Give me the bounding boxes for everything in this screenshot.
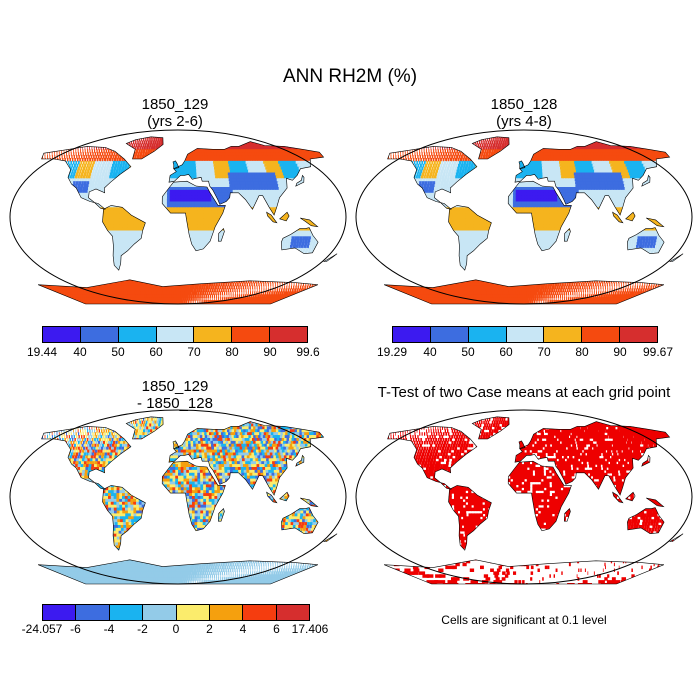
colorbar-tick-label: 99.67 <box>643 345 673 359</box>
panel-1-title-line1: 1850_129 <box>15 96 335 113</box>
map-panel-1 <box>9 129 347 305</box>
colorbar-labels-panel-1: 19.44 40 50 60 70 80 90 99.6 <box>27 345 320 361</box>
colorbar-box <box>430 327 469 342</box>
colorbar-box <box>243 605 277 620</box>
colorbar-tick-label: -6 <box>70 622 81 636</box>
colorbar-tick-label: 50 <box>111 345 124 359</box>
colorbar-box <box>582 327 621 342</box>
panel-1-title-line2: (yrs 2-6) <box>15 113 335 130</box>
panel-2-title-line2: (yrs 4-8) <box>364 113 684 130</box>
colorbar-box <box>118 327 157 342</box>
colorbar-panel-1 <box>42 326 308 343</box>
colorbar-tick-label: 90 <box>613 345 626 359</box>
panel-2-title-line1: 1850_128 <box>364 96 684 113</box>
panel-1-title: 1850_129 (yrs 2-6) <box>15 96 335 130</box>
colorbar-tick-label: -2 <box>137 622 148 636</box>
colorbar-tick-label: 4 <box>240 622 247 636</box>
colorbar-tick-label: -24.057 <box>22 622 63 636</box>
colorbar-tick-label: 90 <box>263 345 276 359</box>
colorbar-box <box>80 327 119 342</box>
colorbar-tick-label: 40 <box>423 345 436 359</box>
colorbar-box <box>209 605 244 620</box>
colorbar-labels-panel-2: 19.29 40 50 60 70 80 90 99.67 <box>377 345 673 361</box>
colorbar-tick-label: 80 <box>575 345 588 359</box>
colorbar-tick-label: 99.6 <box>296 345 319 359</box>
colorbar-tick-label: 2 <box>206 622 213 636</box>
panel-3-title-line2: - 1850_128 <box>15 395 335 412</box>
colorbar-tick-label: 19.29 <box>377 345 407 359</box>
colorbar-box <box>176 605 210 620</box>
colorbar-labels-panel-3: -24.057 -6 -4 -2 0 2 4 6 17.406 <box>22 622 329 638</box>
colorbar-tick-label: 0 <box>173 622 180 636</box>
colorbar-tick-label: 60 <box>149 345 162 359</box>
colorbar-box <box>76 605 110 620</box>
colorbar-box <box>232 327 271 342</box>
colorbar-box <box>43 605 77 620</box>
colorbar-tick-label: 19.44 <box>27 345 57 359</box>
colorbar-tick-label: 40 <box>73 345 86 359</box>
colorbar-box <box>393 327 431 342</box>
significance-note: Cells are significant at 0.1 level <box>364 613 684 627</box>
panel-4-title: T-Test of two Case means at each grid po… <box>352 384 696 401</box>
colorbar-tick-label: 70 <box>537 345 550 359</box>
colorbar-box <box>43 327 81 342</box>
panel-3-title-line1: 1850_129 <box>15 378 335 395</box>
colorbar-tick-label: 6 <box>273 622 280 636</box>
panel-3-title: 1850_129 - 1850_128 <box>15 378 335 412</box>
colorbar-box <box>506 327 545 342</box>
colorbar-box <box>620 327 658 342</box>
colorbar-panel-2 <box>392 326 658 343</box>
colorbar-box <box>109 605 144 620</box>
colorbar-box <box>276 605 309 620</box>
figure-title: ANN RH2M (%) <box>0 66 700 88</box>
colorbar-box <box>544 327 583 342</box>
colorbar-tick-label: -4 <box>104 622 115 636</box>
colorbar-tick-label: 80 <box>225 345 238 359</box>
colorbar-panel-3 <box>42 604 310 621</box>
map-panel-2 <box>355 129 693 305</box>
colorbar-tick-label: 70 <box>187 345 200 359</box>
colorbar-tick-label: 17.406 <box>292 622 329 636</box>
map-panel-3 <box>9 409 347 585</box>
colorbar-box <box>156 327 195 342</box>
panel-2-title: 1850_128 (yrs 4-8) <box>364 96 684 130</box>
map-panel-4 <box>355 409 693 585</box>
colorbar-box <box>270 327 308 342</box>
colorbar-tick-label: 50 <box>461 345 474 359</box>
colorbar-box <box>143 605 177 620</box>
colorbar-tick-label: 60 <box>499 345 512 359</box>
colorbar-box <box>468 327 507 342</box>
colorbar-box <box>194 327 233 342</box>
